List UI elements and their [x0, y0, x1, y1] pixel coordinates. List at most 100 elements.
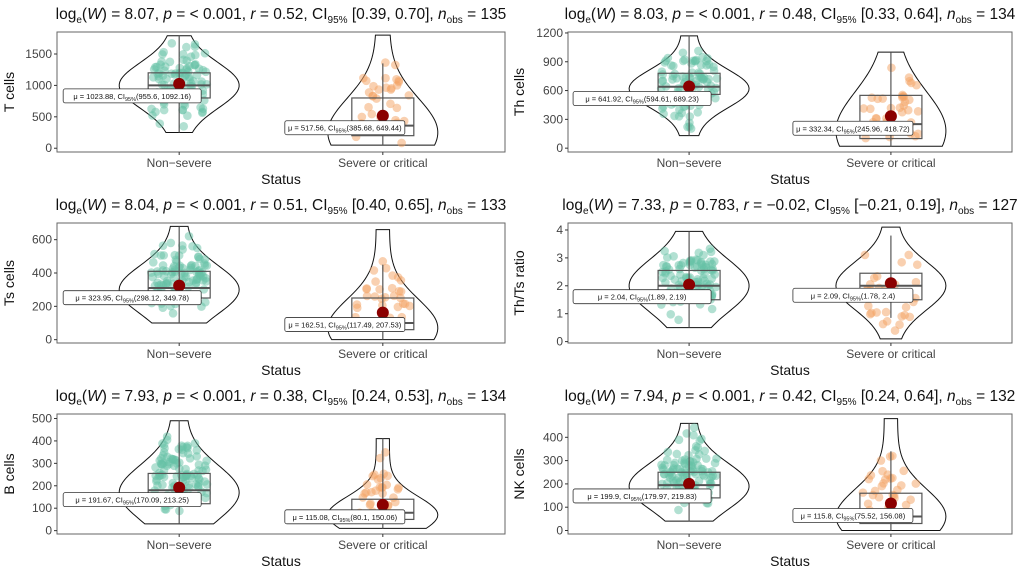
mean-label-text: μ = 191.67, CI95%(170.09, 213.25) [75, 496, 189, 507]
data-point [667, 61, 676, 70]
data-point [381, 263, 391, 273]
data-point [901, 500, 911, 510]
data-point [705, 479, 715, 488]
mean-label-text: μ = 199.9, CI95%(179.97, 219.83) [587, 492, 697, 503]
data-point [361, 76, 371, 86]
data-point [198, 271, 208, 281]
data-point [702, 279, 711, 289]
data-point [899, 466, 908, 476]
y-axis-label: T cells [1, 72, 17, 112]
data-point [361, 488, 371, 497]
data-point [178, 263, 187, 273]
data-point [660, 58, 669, 67]
data-point [707, 274, 717, 283]
violin-panel: loge(W) = 7.33, p = 0.783, r = −0.02, CI… [511, 197, 1018, 378]
mean-label-text: μ = 332.34, CI95%(245.96, 418.72) [796, 124, 910, 135]
data-point [866, 470, 876, 480]
mean-label-box [572, 91, 712, 106]
data-point [183, 67, 193, 76]
data-point [158, 439, 167, 448]
data-point [200, 255, 210, 264]
data-point [148, 272, 157, 282]
data-point [158, 303, 168, 312]
data-point [156, 251, 166, 260]
data-point [178, 442, 188, 452]
data-point [386, 99, 395, 109]
violin-panel: loge(W) = 7.94, p = < 0.001, r = 0.42, C… [511, 388, 1016, 569]
mean-label-box [62, 492, 202, 508]
data-point [712, 74, 722, 83]
y-tick-label: 400 [543, 430, 563, 444]
y-tick-label: 2 [556, 279, 563, 293]
data-point [170, 265, 180, 275]
panel-title: loge(W) = 7.33, p = 0.783, r = −0.02, CI… [562, 197, 1017, 217]
data-point [901, 302, 911, 312]
y-tick-label: 1200 [536, 26, 563, 40]
data-point [405, 301, 414, 311]
mean-label-text: μ = 115.8, CI95%(75.52, 156.08) [801, 512, 906, 523]
panel-title: loge(W) = 8.07, p = < 0.001, r = 0.52, C… [56, 6, 507, 26]
data-point [192, 452, 202, 461]
data-point [871, 113, 881, 123]
x-tick-label: Non−severe [147, 347, 212, 361]
y-tick-label: 600 [543, 84, 563, 98]
y-tick-label: 1 [556, 307, 563, 321]
mean-label-box [284, 509, 406, 525]
data-point [394, 286, 404, 296]
data-point [194, 474, 203, 483]
mean-label: μ = 115.8, CI95%(75.52, 156.08) [792, 508, 914, 523]
y-tick-label: 0 [556, 524, 563, 538]
y-tick-label: 300 [543, 454, 563, 468]
mean-label-box [792, 120, 914, 136]
data-point [367, 109, 377, 119]
mean-label: μ = 332.34, CI95%(245.96, 418.72) [792, 120, 914, 136]
data-point [178, 245, 187, 254]
data-point [906, 78, 916, 88]
panel-title: loge(W) = 7.94, p = < 0.001, r = 0.42, C… [565, 388, 1016, 408]
data-point [201, 297, 210, 307]
data-point [685, 457, 695, 466]
panel-title: loge(W) = 8.04, p = < 0.001, r = 0.51, C… [56, 197, 507, 217]
mean-label-text: μ = 2.04, CI95%(1.89, 2.19) [598, 293, 687, 304]
data-point [191, 60, 200, 69]
data-point [396, 276, 406, 285]
mean-label-text: μ = 2.09, CI95%(1.78, 2.4) [811, 291, 896, 302]
y-tick-label: 4 [556, 223, 563, 237]
data-point [697, 74, 706, 83]
mean-label: μ = 2.09, CI95%(1.78, 2.4) [792, 287, 914, 303]
x-tick-label: Non−severe [657, 538, 722, 552]
data-point [152, 475, 162, 484]
y-tick-label: 3 [556, 251, 563, 265]
data-point [860, 250, 870, 260]
data-point [698, 52, 707, 62]
data-point [392, 103, 402, 113]
x-tick-label: Non−severe [147, 538, 212, 552]
data-point [364, 102, 373, 112]
mean-label: μ = 2.04, CI95%(1.89, 2.19) [572, 289, 712, 305]
data-point [370, 470, 379, 479]
y-tick-label: 0 [45, 333, 52, 347]
y-tick-label: 200 [543, 477, 563, 491]
data-point [685, 112, 695, 121]
data-point [662, 455, 672, 465]
data-point [694, 46, 703, 56]
data-point [190, 39, 200, 49]
mean-label: μ = 1023.88, CI95%(955.6, 1092.16) [62, 88, 202, 104]
data-point [159, 466, 169, 475]
data-point [867, 93, 877, 102]
data-point [685, 260, 695, 270]
data-point [697, 464, 706, 474]
data-point [378, 257, 388, 266]
data-point [905, 95, 914, 105]
data-point [352, 300, 362, 309]
x-axis-label: Status [770, 553, 810, 569]
data-point [911, 277, 921, 287]
mean-label-box [284, 120, 406, 136]
violin-outline [835, 51, 947, 147]
data-point [670, 69, 680, 79]
data-point [868, 490, 878, 500]
data-point [186, 263, 196, 273]
mean-point [376, 498, 389, 511]
data-point [388, 271, 397, 280]
y-tick-label: 1500 [25, 47, 52, 61]
